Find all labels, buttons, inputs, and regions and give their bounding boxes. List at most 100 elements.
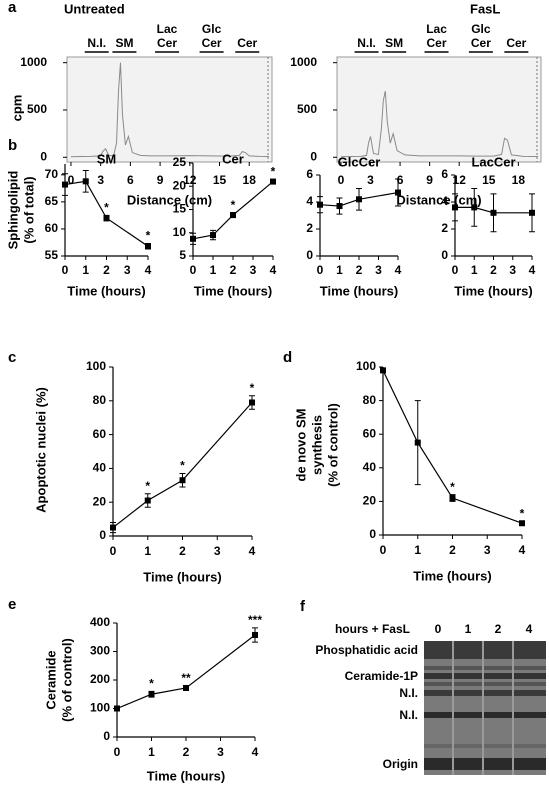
data-line <box>382 370 523 524</box>
significance-mark: * <box>250 381 255 395</box>
x-axis-label: Distance (cm) <box>127 192 212 207</box>
data-point <box>82 178 89 185</box>
y-tick-label: 100 <box>356 359 376 373</box>
x-tick-label: 2 <box>230 263 237 277</box>
y-axis-label: (% of total) <box>21 176 36 243</box>
data-point <box>145 243 151 250</box>
x-tick-label: 0 <box>452 263 459 277</box>
significance-mark: * <box>520 507 525 521</box>
y-axis-label: de novo SM <box>293 409 308 482</box>
significance-mark: *** <box>248 613 262 627</box>
y-tick-label: 2 <box>306 221 313 235</box>
y-tick-label: 20 <box>93 494 107 508</box>
x-axis-label: Distance (cm) <box>396 192 481 207</box>
chart: 0 100 200 300 400 0 1 2 3 4 Time (hours) Ceramide (%… <box>43 613 262 783</box>
x-tick-label: 2 <box>103 263 110 277</box>
chart: 0 20 40 60 80 100 0 1 2 3 4 Time (hours) de novo SM s… <box>293 359 525 583</box>
region-label: SM <box>385 36 403 50</box>
y-tick-label: 60 <box>45 221 59 235</box>
y-tick-label: 55 <box>45 248 59 262</box>
x-tick-label: 3 <box>97 173 104 187</box>
x-tick-label: 18 <box>512 173 526 187</box>
plot-area <box>336 56 542 163</box>
y-axis-label: (% of control) <box>59 638 74 722</box>
y-tick-label: 60 <box>93 427 107 441</box>
chart: 0 20 40 60 80 100 0 1 2 3 4 Time (hours) Apoptotic n… <box>33 359 255 584</box>
region-label: Glc <box>471 22 491 36</box>
panel-letter: f <box>300 598 306 615</box>
x-tick-label: 6 <box>397 173 404 187</box>
region-label: Glc <box>202 22 222 36</box>
x-tick-label: 15 <box>213 173 227 187</box>
y-tick-label: 200 <box>90 672 110 686</box>
x-tick-label: 2 <box>183 745 190 759</box>
y-axis-label: synthesis <box>309 415 324 475</box>
region-label: N.I. <box>357 36 376 50</box>
significance-mark: * <box>231 198 236 212</box>
panel-letter: e <box>8 596 16 613</box>
data-point <box>519 520 525 527</box>
x-tick-label: 4 <box>145 263 152 277</box>
y-tick-label: 80 <box>93 393 107 407</box>
region-label: Cer <box>471 36 491 50</box>
chart-title: LacCer <box>471 154 515 169</box>
x-tick-label: 2 <box>356 263 363 277</box>
y-tick-label: 1000 <box>290 55 317 69</box>
x-tick-label: 0 <box>114 745 121 759</box>
y-tick-label: 5 <box>179 248 186 262</box>
lane-label: 2 <box>495 622 502 636</box>
x-tick-label: 6 <box>127 173 134 187</box>
x-tick-label: 2 <box>449 543 456 557</box>
y-tick-label: 6 <box>441 167 448 181</box>
gel-background <box>424 641 546 775</box>
x-axis-label: Time (hours) <box>454 283 533 298</box>
gel-image <box>424 641 546 775</box>
y-tick-label: 20 <box>363 494 377 508</box>
panel-letter: b <box>8 137 17 154</box>
gel-band <box>424 641 546 659</box>
gel-band <box>424 673 546 679</box>
x-tick-label: 2 <box>490 263 497 277</box>
y-tick-label: 0 <box>306 248 313 262</box>
y-tick-label: 2 <box>441 221 448 235</box>
data-point <box>179 477 186 484</box>
x-tick-label: 4 <box>529 263 536 277</box>
x-tick-label: 18 <box>243 173 257 187</box>
x-tick-label: 3 <box>375 263 382 277</box>
y-tick-label: 1000 <box>20 55 47 69</box>
significance-mark: ** <box>181 671 191 685</box>
x-axis-label: Time (hours) <box>413 568 492 583</box>
data-point <box>471 204 478 211</box>
gel-header: hours + FasL <box>335 622 410 636</box>
x-tick-label: 9 <box>426 173 433 187</box>
chart-title: Untreated <box>64 1 125 16</box>
x-tick-label: 1 <box>210 263 217 277</box>
y-axis-label: Sphingolipid <box>5 171 20 250</box>
data-point <box>183 684 189 691</box>
significance-mark: * <box>104 201 109 215</box>
gel-band <box>424 744 546 748</box>
band-label: N.I. <box>399 686 418 700</box>
gel-band <box>424 690 546 696</box>
lane-label: 0 <box>435 622 442 636</box>
y-tick-label: 60 <box>363 426 377 440</box>
chart-title: GlcCer <box>338 154 381 169</box>
data-point <box>336 203 343 210</box>
y-tick-label: 6 <box>306 167 313 181</box>
x-tick-label: 4 <box>519 543 526 557</box>
x-tick-label: 0 <box>380 543 387 557</box>
data-line <box>192 181 274 240</box>
data-point <box>230 212 236 219</box>
data-point <box>490 209 497 216</box>
region-label: Cer <box>237 36 257 50</box>
region-label: Lac <box>157 22 178 36</box>
chart: Cer 5 10 15 20 25 0 1 2 3 4 Time (hours) * * <box>173 151 277 298</box>
data-point <box>210 232 216 239</box>
x-tick-label: 12 <box>453 173 467 187</box>
lane-label: 4 <box>526 622 533 636</box>
y-tick-label: 500 <box>27 102 47 116</box>
x-tick-label: 3 <box>484 543 491 557</box>
y-tick-label: 25 <box>173 155 187 169</box>
